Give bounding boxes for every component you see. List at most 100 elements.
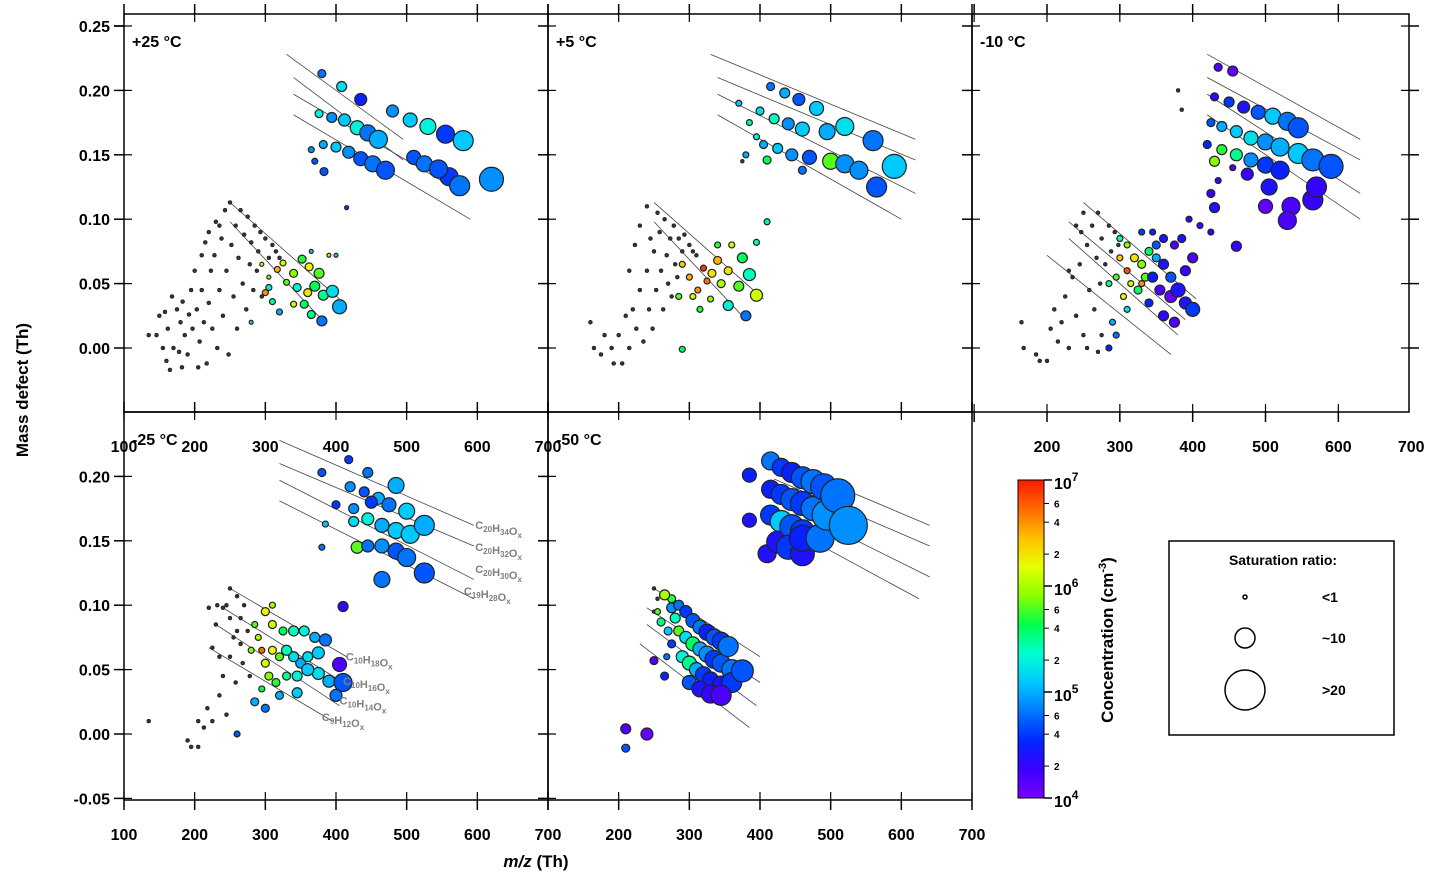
data-point-small <box>199 253 204 258</box>
series-label-text: H <box>360 679 368 691</box>
series-label: C10H18Ox <box>346 652 393 672</box>
data-point-small <box>167 367 173 373</box>
series-label: C9H12Ox <box>322 712 365 732</box>
data-point-small <box>241 602 247 608</box>
data-point-small <box>740 158 745 164</box>
data-point <box>260 703 270 713</box>
data-point <box>1229 125 1243 139</box>
data-point-small <box>244 307 249 312</box>
data-point-small <box>1086 287 1092 293</box>
x-tick-label: 700 <box>1398 439 1425 456</box>
series-label: C10H14Ox <box>340 695 387 715</box>
data-point <box>1169 240 1180 250</box>
panel-2: +5 °C <box>538 4 973 413</box>
panels: 0.25 0.20 0.15 0.10 0.05 0.00 100 200 300 400 500 6… <box>74 4 1425 844</box>
data-point <box>333 252 339 258</box>
data-point <box>373 570 391 589</box>
series-line <box>717 114 902 220</box>
data-point-small <box>651 586 657 591</box>
colorbar-minor-label: 2 <box>1054 656 1060 667</box>
data-point-small <box>233 680 238 685</box>
data-point-small <box>644 268 650 273</box>
data-point <box>745 118 754 127</box>
data-point <box>797 165 808 175</box>
data-point-small <box>680 249 685 254</box>
size-legend-label: <1 <box>1322 589 1338 605</box>
data-point <box>258 646 266 654</box>
data-point <box>314 108 324 119</box>
data-point-small <box>616 332 621 338</box>
data-point <box>267 645 277 655</box>
series-label-text: O <box>380 658 389 670</box>
data-point <box>258 685 266 693</box>
panel-content <box>146 54 505 373</box>
series-label-text: H <box>481 589 489 601</box>
data-point-small <box>637 287 643 293</box>
size-legend: Saturation ratio: <1 ~10 >20 <box>1168 540 1395 736</box>
data-point <box>1185 215 1193 223</box>
data-point <box>663 626 673 636</box>
data-point-small <box>588 319 593 325</box>
data-point-small <box>201 319 207 325</box>
data-point <box>344 205 350 211</box>
y-tick-label: 0.20 <box>79 469 110 486</box>
data-point <box>736 252 748 264</box>
data-point-small <box>224 602 229 608</box>
y-tick-label: 0.25 <box>79 19 110 36</box>
data-point <box>678 260 686 268</box>
data-point-small <box>238 615 243 621</box>
x-tick-label: 400 <box>323 827 350 844</box>
data-point <box>1260 178 1278 196</box>
data-point-small <box>240 660 245 666</box>
series-label: C19H28Ox <box>464 586 511 606</box>
data-point <box>835 116 855 137</box>
data-point-small <box>234 628 240 634</box>
data-point-small <box>258 229 263 235</box>
data-point <box>311 157 319 165</box>
colorbar-label-base: 10 <box>1054 794 1072 811</box>
data-point-small <box>213 219 219 225</box>
data-point <box>696 305 704 313</box>
data-point <box>322 674 336 688</box>
data-point-small <box>664 253 669 258</box>
data-point-small <box>222 207 228 213</box>
data-point <box>264 671 274 681</box>
panel-content <box>588 53 916 366</box>
data-point-small <box>1175 88 1181 93</box>
series-label-text: C <box>475 520 483 532</box>
panel-title: +25 °C <box>132 34 182 51</box>
data-point-small <box>1108 249 1114 254</box>
data-point-small <box>1103 262 1108 267</box>
data-point <box>1177 233 1187 244</box>
x-tick-label: 700 <box>959 827 986 844</box>
data-point <box>318 139 328 150</box>
data-point-small <box>259 294 265 299</box>
panel-title: +5 °C <box>556 34 597 51</box>
data-point <box>478 166 505 192</box>
data-point <box>828 505 868 545</box>
data-point <box>792 92 806 107</box>
data-point <box>247 646 255 654</box>
data-point-small <box>197 339 202 344</box>
data-point <box>707 268 717 278</box>
data-point-small <box>1084 242 1090 248</box>
data-point <box>329 688 343 702</box>
series-label-subscript: x <box>360 723 365 732</box>
data-point-small <box>1033 352 1039 357</box>
x-axis-title-unit: (Th) <box>532 852 569 871</box>
data-point <box>741 512 758 528</box>
series-label-text: H <box>356 698 364 710</box>
size-legend-marker <box>1234 627 1256 649</box>
data-point <box>1187 252 1199 264</box>
data-point <box>302 651 314 663</box>
data-point-small <box>248 240 254 245</box>
panel-content <box>1019 53 1361 364</box>
data-point <box>374 538 390 554</box>
data-point <box>331 299 348 315</box>
data-point-small <box>591 345 597 351</box>
data-point <box>678 345 686 353</box>
data-point-small <box>671 223 677 228</box>
data-point-small <box>217 693 222 698</box>
data-point-small <box>1112 229 1117 235</box>
data-point <box>763 218 771 226</box>
